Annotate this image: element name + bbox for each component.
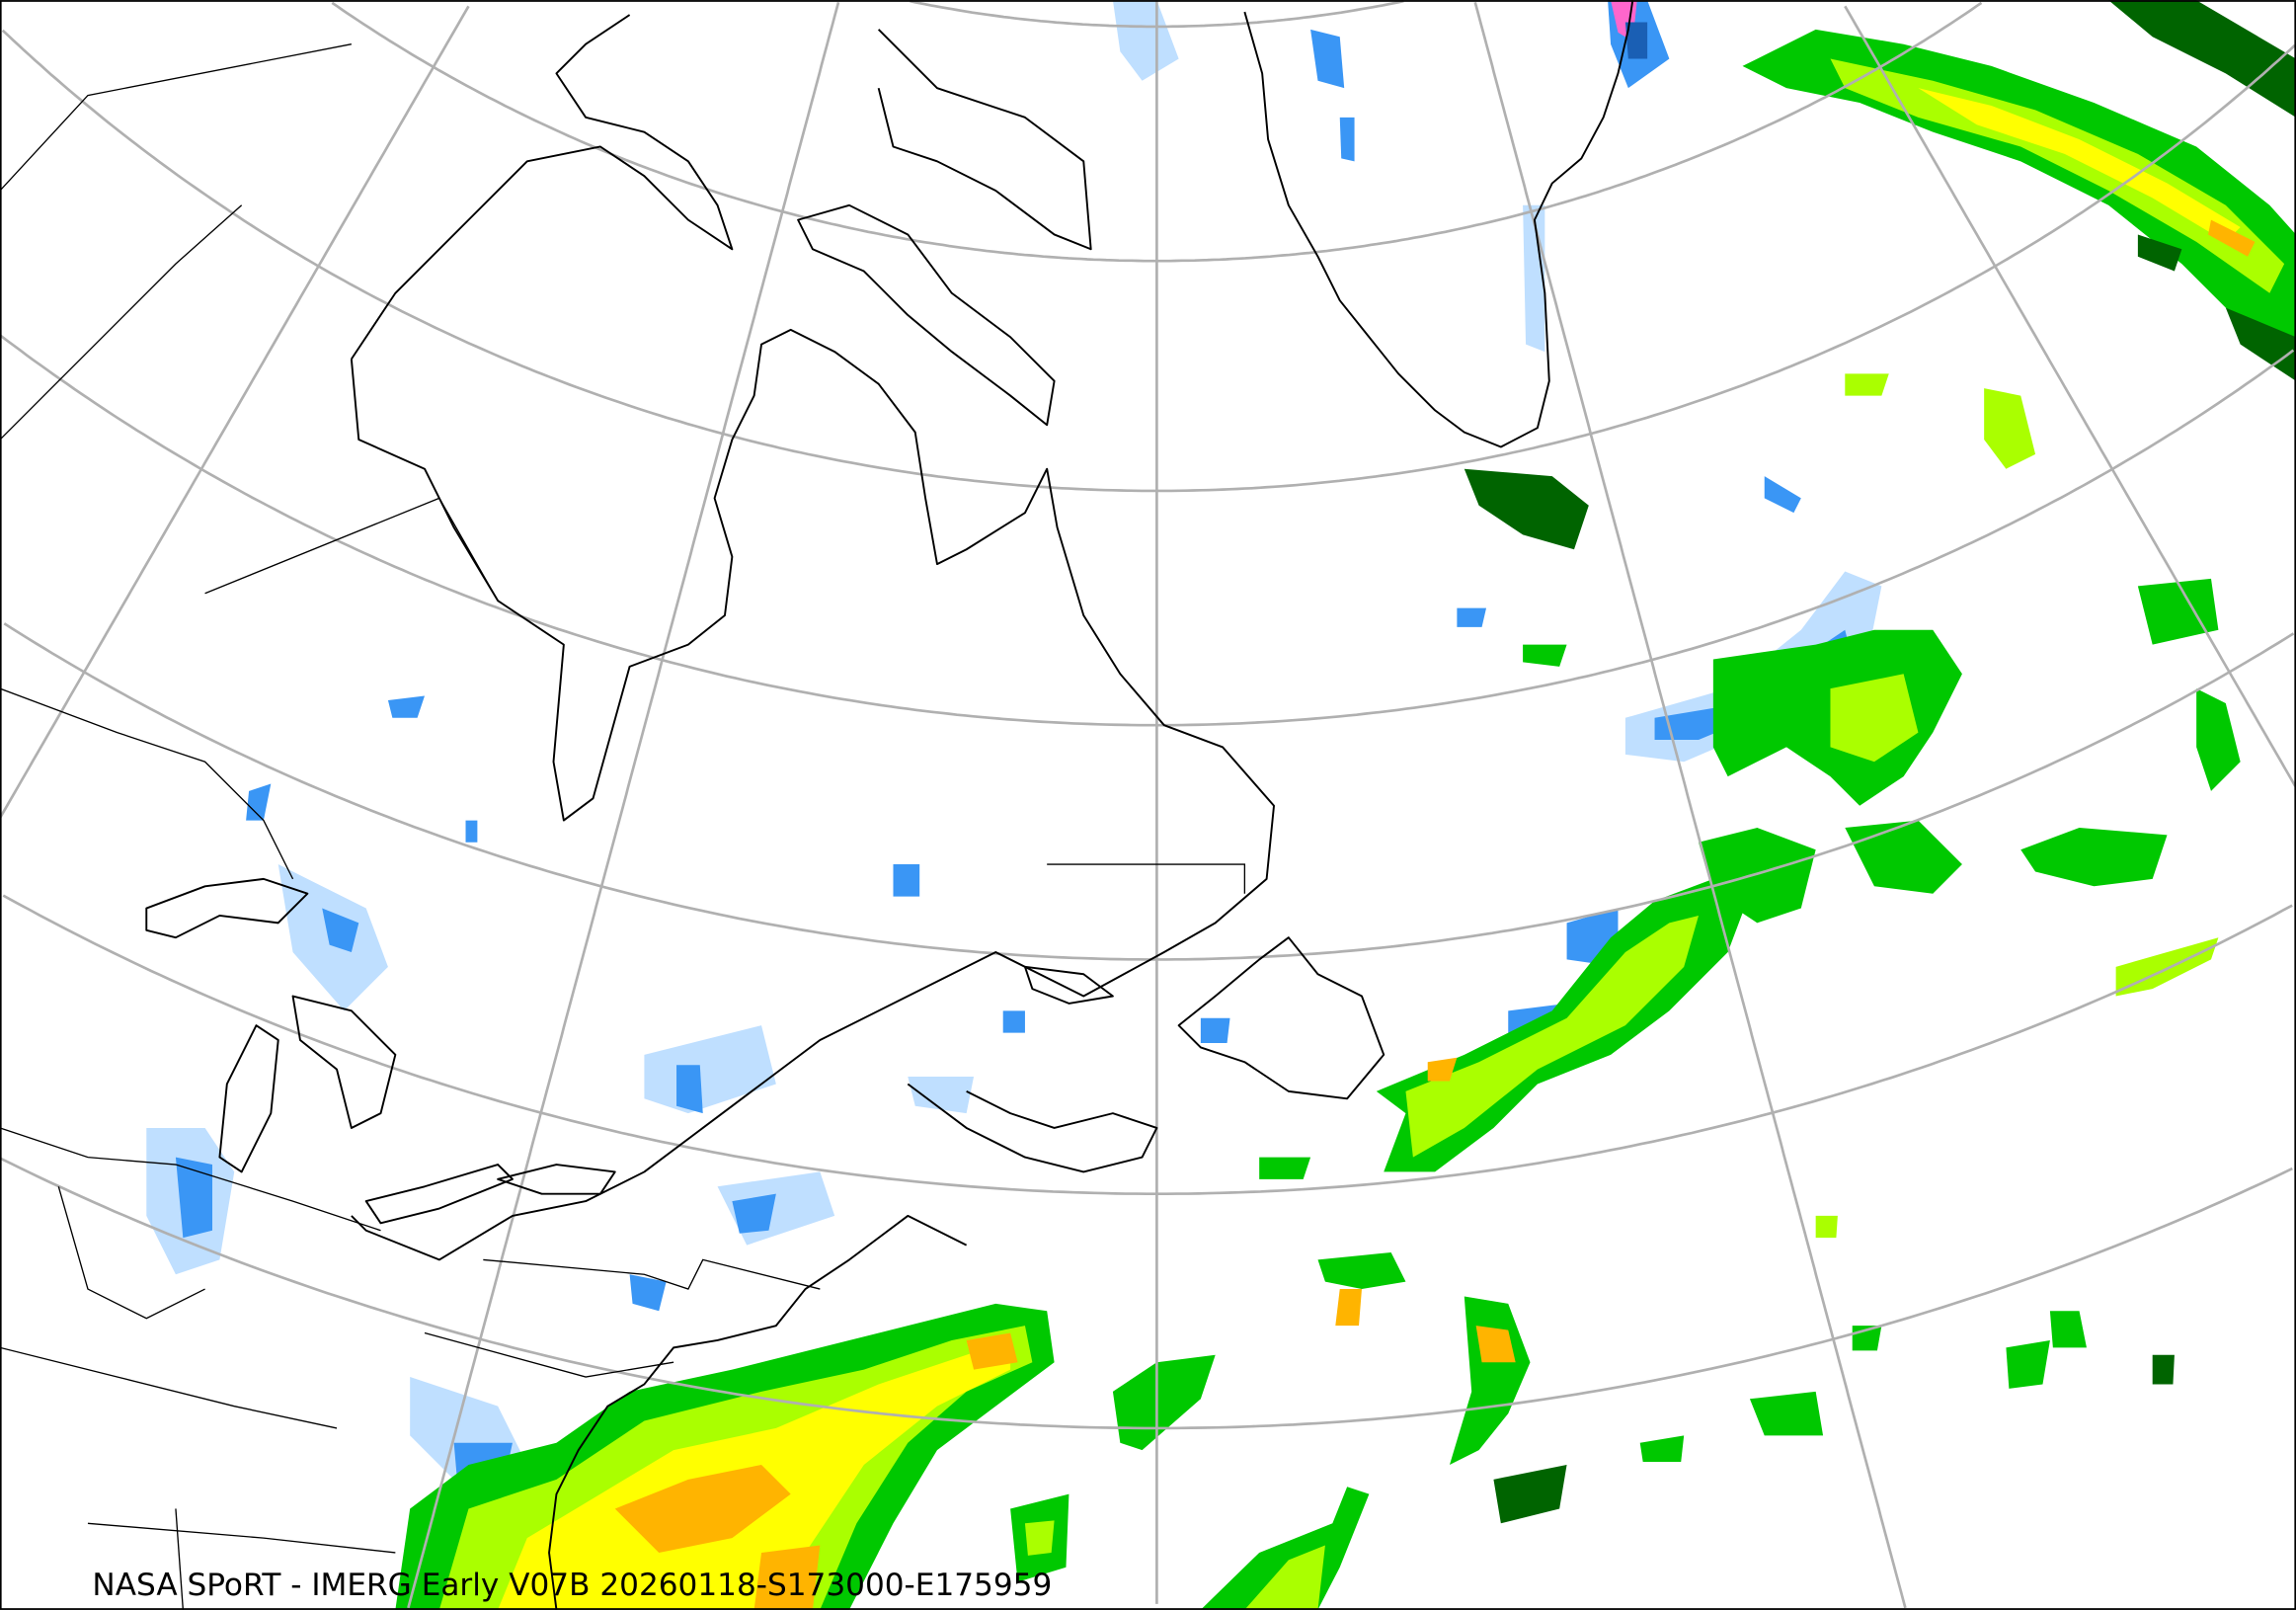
- baffin-island-coast: [797, 203, 1056, 427]
- longitude-line: [1473, 1, 1907, 1609]
- greenland-coast: [1243, 0, 1634, 448]
- latitude-line: [3, 622, 2295, 961]
- hudson-bay-coast: [350, 328, 1275, 1261]
- light-precip-greenland: [1112, 0, 1670, 353]
- political-borders: [0, 43, 1246, 1610]
- baffin-north-coast: [877, 29, 1092, 251]
- rain-atlantic-front: [1259, 373, 2241, 1524]
- lake-huron: [291, 995, 397, 1129]
- lake-michigan: [218, 1024, 279, 1173]
- coastlines: [145, 0, 1634, 1610]
- rain-mid-atlantic: [395, 1303, 1370, 1610]
- latitude-line: [1, 29, 2296, 493]
- precipitation-layer: [146, 0, 2296, 1610]
- nova-scotia-coast: [907, 1083, 1158, 1173]
- light-precip-great-lakes: [146, 695, 1025, 1480]
- hudson-strait-coast: [351, 14, 734, 361]
- longitude-line: [1844, 5, 2296, 787]
- latitude-line: [0, 334, 2295, 727]
- longitude-line: [0, 5, 470, 819]
- us-east-coast: [548, 1214, 968, 1610]
- newfoundland-coast: [1177, 936, 1386, 1100]
- longitude-line: [407, 1, 840, 1609]
- latitude-line: [0, 1157, 2293, 1430]
- labrador-lake: [1023, 965, 1114, 1005]
- lake-ontario: [497, 1164, 616, 1195]
- map-caption: NASA SPoRT - IMERG Early V07B 20260118-S…: [92, 1568, 1052, 1603]
- lake-superior: [145, 877, 309, 939]
- lake-erie: [364, 1164, 514, 1225]
- latitude-line: [2, 894, 2293, 1196]
